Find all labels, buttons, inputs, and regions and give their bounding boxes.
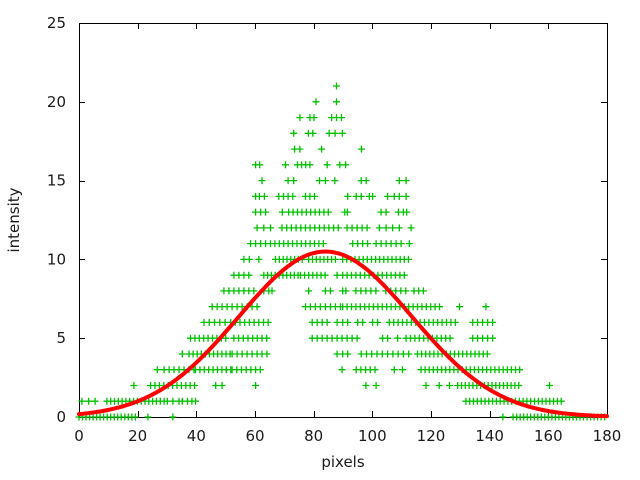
y-tick-label: 25 [47, 14, 66, 32]
x-axis-title: pixels [321, 453, 365, 471]
y-tick-label: 10 [47, 250, 66, 268]
plot-border [79, 23, 608, 418]
x-tick-label: 140 [475, 427, 504, 445]
x-tick-label: 160 [534, 427, 563, 445]
y-axis-title: intensity [5, 187, 23, 253]
x-tick-label: 60 [245, 427, 264, 445]
x-tick-label: 180 [593, 427, 622, 445]
x-tick-label: 80 [304, 427, 323, 445]
y-tick-label: 15 [47, 172, 66, 190]
x-tick-label: 120 [417, 427, 446, 445]
y-tick-label: 0 [56, 408, 66, 426]
x-tick-label: 100 [358, 427, 387, 445]
axis-ticks [79, 23, 608, 418]
y-tick-label: 20 [47, 93, 66, 111]
y-tick-label: 5 [56, 329, 66, 347]
x-tick-label: 40 [187, 427, 206, 445]
x-tick-label: 0 [74, 427, 84, 445]
fit-curve [77, 249, 609, 419]
x-tick-label: 20 [128, 427, 147, 445]
scatter-points [75, 82, 609, 421]
